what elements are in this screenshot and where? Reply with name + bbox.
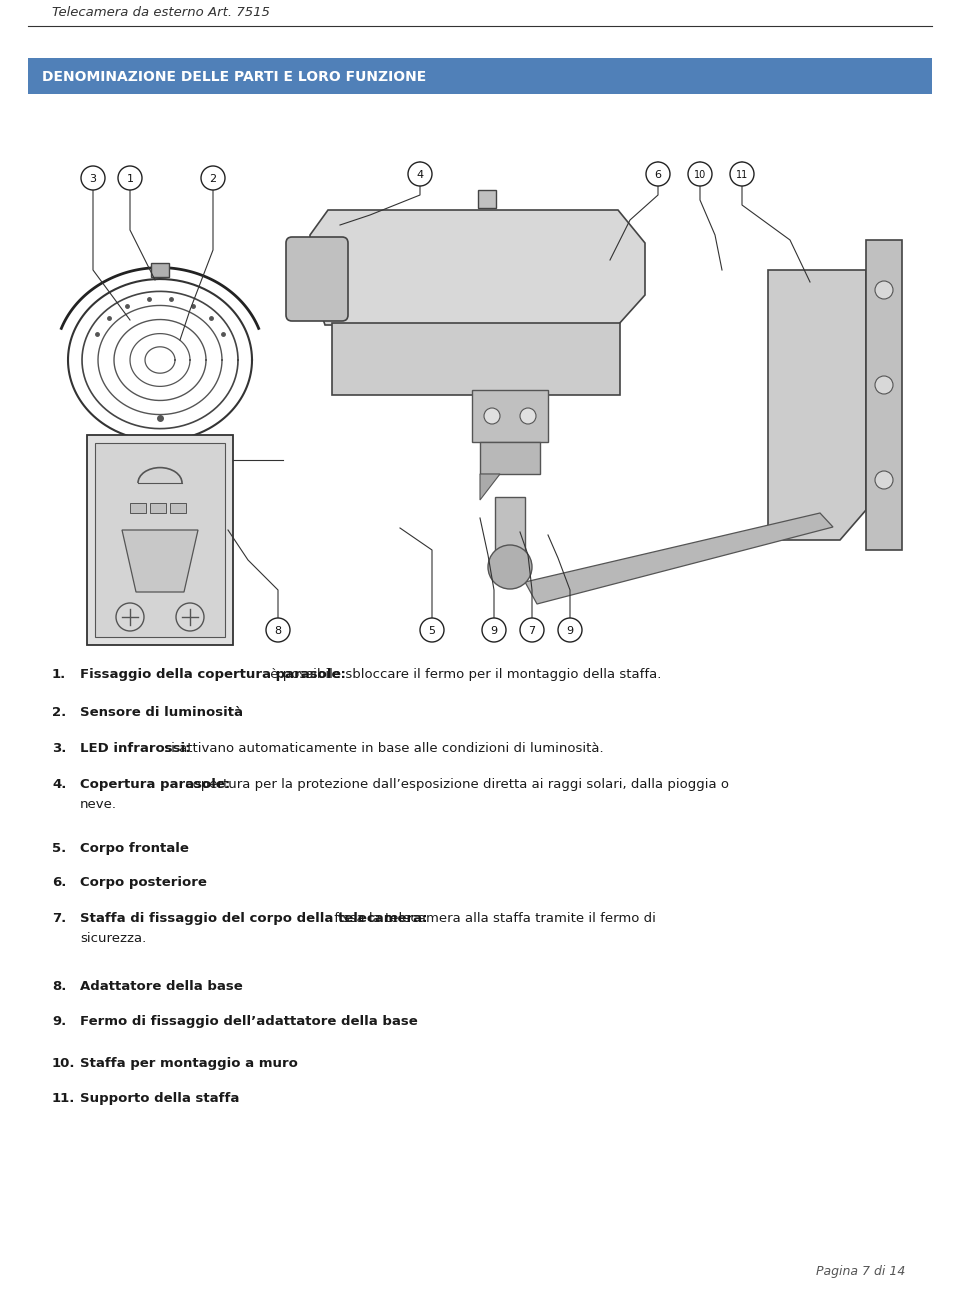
Polygon shape	[310, 210, 645, 324]
Circle shape	[558, 618, 582, 643]
Bar	[87, 435, 233, 645]
Bar	[151, 263, 169, 276]
Text: 4: 4	[417, 170, 423, 179]
Circle shape	[520, 408, 536, 424]
Text: si attivano automaticamente in base alle condizioni di luminosità.: si attivano automaticamente in base alle…	[159, 742, 604, 755]
Text: 9.: 9.	[52, 1015, 66, 1028]
Circle shape	[875, 376, 893, 395]
Circle shape	[420, 618, 444, 643]
Circle shape	[488, 545, 532, 589]
Circle shape	[176, 604, 204, 631]
Text: Telecamera da esterno Art. 7515: Telecamera da esterno Art. 7515	[52, 6, 270, 19]
Text: Copertura parasole:: Copertura parasole:	[80, 778, 230, 790]
Polygon shape	[525, 513, 833, 604]
Circle shape	[118, 166, 142, 190]
Text: Staffa per montaggio a muro: Staffa per montaggio a muro	[80, 1057, 298, 1070]
Text: 8: 8	[275, 626, 281, 636]
Text: 8.: 8.	[52, 980, 66, 993]
Text: LED infrarossi:: LED infrarossi:	[80, 742, 190, 755]
Text: 5: 5	[428, 626, 436, 636]
Text: 3.: 3.	[52, 742, 66, 755]
Text: è possibile sbloccare il fermo per il montaggio della staffa.: è possibile sbloccare il fermo per il mo…	[266, 668, 661, 681]
Text: Supporto della staffa: Supporto della staffa	[80, 1092, 239, 1105]
Text: 9: 9	[566, 626, 573, 636]
Circle shape	[408, 162, 432, 186]
Bar	[495, 497, 525, 582]
Text: neve.: neve.	[80, 798, 117, 811]
Text: 5.: 5.	[52, 842, 66, 855]
Bar	[866, 240, 902, 550]
Bar	[332, 323, 620, 395]
Bar	[170, 504, 186, 513]
Text: Pagina 7 di 14: Pagina 7 di 14	[816, 1266, 905, 1279]
Circle shape	[688, 162, 712, 186]
Text: copertura per la protezione dall’esposizione diretta ai raggi solari, dalla piog: copertura per la protezione dall’esposiz…	[181, 778, 729, 790]
Text: 3: 3	[89, 174, 97, 183]
Circle shape	[875, 471, 893, 489]
Circle shape	[266, 618, 290, 643]
Circle shape	[520, 618, 544, 643]
Text: 6.: 6.	[52, 876, 66, 889]
Circle shape	[482, 618, 506, 643]
Circle shape	[646, 162, 670, 186]
Text: DENOMINAZIONE DELLE PARTI E LORO FUNZIONE: DENOMINAZIONE DELLE PARTI E LORO FUNZION…	[42, 70, 426, 84]
Text: 2.: 2.	[52, 706, 66, 719]
FancyBboxPatch shape	[286, 238, 348, 321]
Text: 11: 11	[736, 170, 748, 179]
Text: 7.: 7.	[52, 912, 66, 925]
Text: 6: 6	[655, 170, 661, 179]
Text: sicurezza.: sicurezza.	[80, 932, 146, 945]
Text: 1.: 1.	[52, 668, 66, 681]
Bar	[478, 190, 496, 208]
Circle shape	[201, 166, 225, 190]
Bar	[130, 504, 146, 513]
Text: Fissaggio della copertura parasole:: Fissaggio della copertura parasole:	[80, 668, 346, 681]
Bar	[150, 504, 166, 513]
Circle shape	[81, 166, 105, 190]
Text: Corpo posteriore: Corpo posteriore	[80, 876, 206, 889]
Text: 1: 1	[127, 174, 133, 183]
Text: 4.: 4.	[52, 778, 66, 790]
Text: 9: 9	[491, 626, 497, 636]
Text: 7: 7	[528, 626, 536, 636]
Polygon shape	[480, 474, 500, 500]
Text: 10.: 10.	[52, 1057, 76, 1070]
Text: 11.: 11.	[52, 1092, 76, 1105]
Bar	[480, 443, 540, 474]
Text: Corpo frontale: Corpo frontale	[80, 842, 189, 855]
Circle shape	[730, 162, 754, 186]
Circle shape	[875, 280, 893, 299]
Bar	[472, 389, 548, 443]
Text: Fermo di fissaggio dell’adattatore della base: Fermo di fissaggio dell’adattatore della…	[80, 1015, 418, 1028]
Text: Adattatore della base: Adattatore della base	[80, 980, 243, 993]
Text: Staffa di fissaggio del corpo della telecamera:: Staffa di fissaggio del corpo della tele…	[80, 912, 427, 925]
Circle shape	[116, 604, 144, 631]
Polygon shape	[122, 530, 198, 592]
Text: 10: 10	[694, 170, 707, 179]
Circle shape	[484, 408, 500, 424]
Bar	[28, 58, 932, 93]
Text: Sensore di luminosità: Sensore di luminosità	[80, 706, 243, 719]
Text: 2: 2	[209, 174, 217, 183]
Polygon shape	[768, 270, 866, 540]
Bar	[95, 443, 225, 637]
Text: fissa la telecamera alla staffa tramite il fermo di: fissa la telecamera alla staffa tramite …	[330, 912, 656, 925]
